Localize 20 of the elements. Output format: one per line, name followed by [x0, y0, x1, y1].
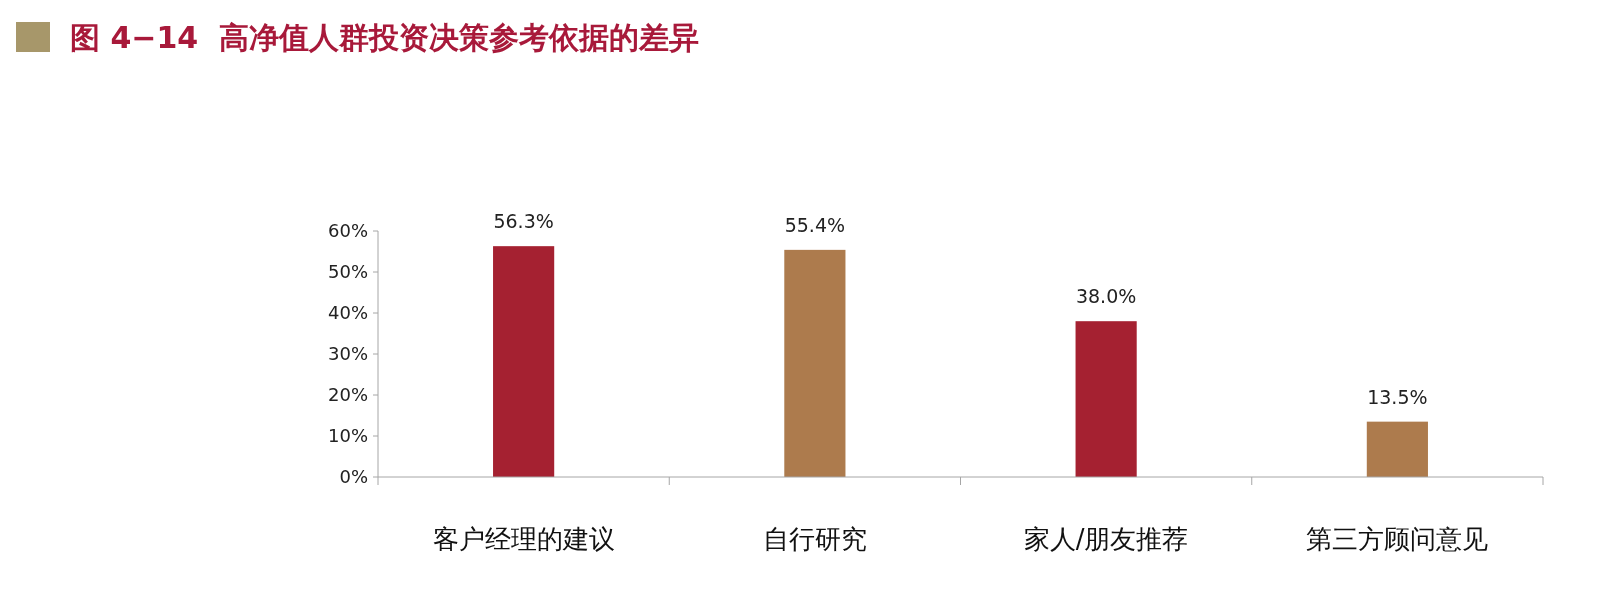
bar	[1366, 421, 1428, 477]
x-tick-label: 自行研究	[762, 524, 867, 554]
y-tick-label: 30%	[327, 343, 368, 365]
x-tick-label: 第三方顾问意见	[1306, 524, 1489, 554]
y-tick-label: 0%	[339, 466, 368, 488]
y-tick-label: 10%	[327, 425, 368, 447]
bar	[1075, 321, 1137, 477]
y-tick-label: 40%	[327, 302, 368, 324]
chart-title: 图 4−14 高净值人群投资决策参考依据的差异	[70, 20, 700, 55]
x-tick-label: 家人/朋友推荐	[1023, 524, 1189, 554]
bar	[493, 246, 555, 477]
y-tick-label: 20%	[327, 384, 368, 406]
y-tick-label: 50%	[327, 261, 368, 283]
data-label: 38.0%	[1075, 285, 1137, 308]
data-label: 13.5%	[1367, 385, 1428, 408]
data-label: 55.4%	[784, 213, 846, 236]
bar	[784, 249, 846, 477]
y-tick-label: 60%	[327, 220, 368, 242]
x-tick-label: 客户经理的建议	[432, 524, 615, 554]
data-label: 56.3%	[493, 210, 554, 233]
